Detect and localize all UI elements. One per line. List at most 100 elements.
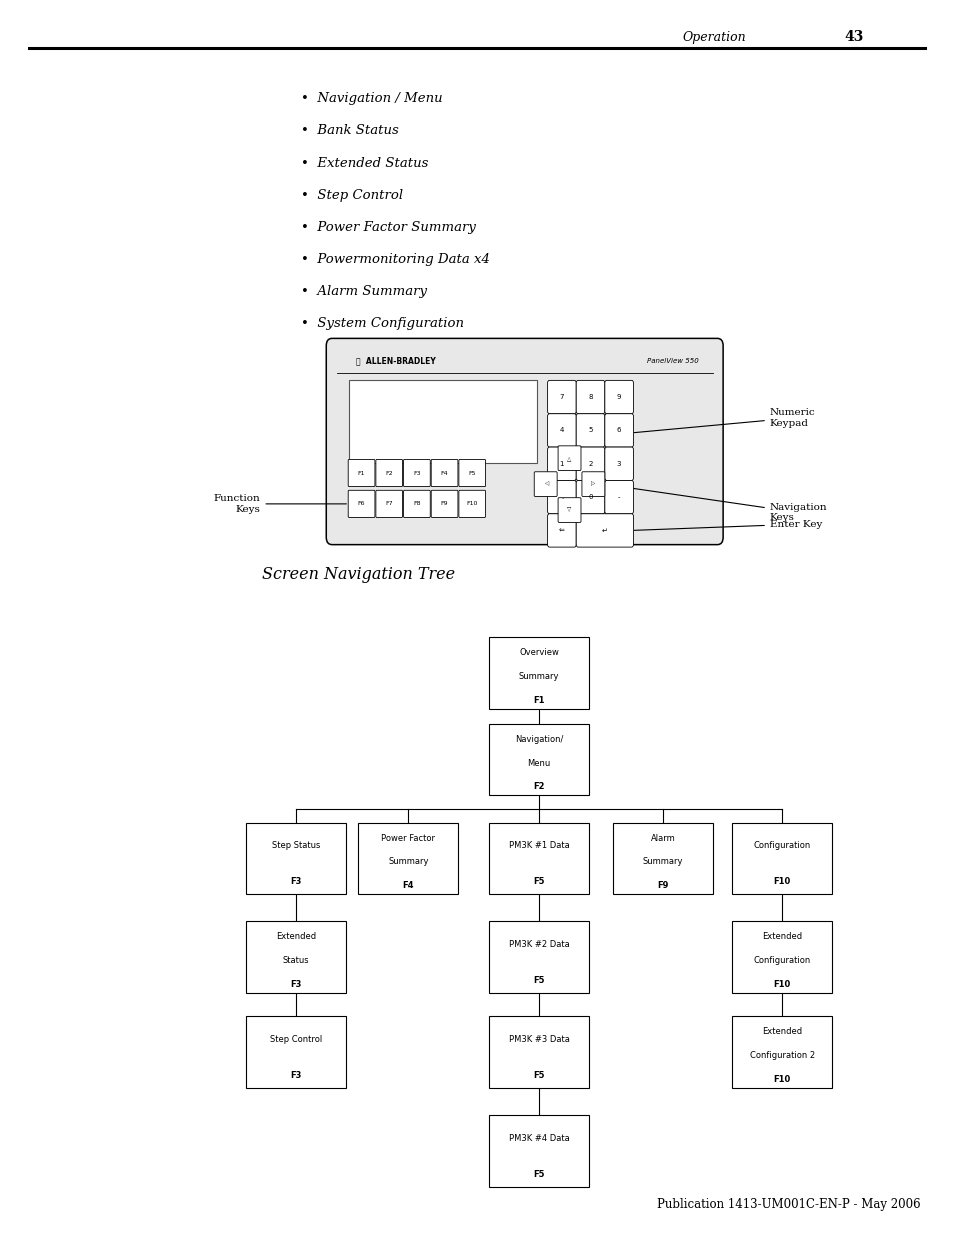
Text: 4: 4: [559, 427, 563, 433]
Text: Summary: Summary: [388, 857, 428, 867]
Bar: [246, 1016, 345, 1088]
Text: •  Extended Status: • Extended Status: [300, 157, 428, 169]
Bar: [246, 921, 345, 993]
Text: ↵: ↵: [601, 527, 607, 534]
Text: •  Bank Status: • Bank Status: [300, 125, 397, 137]
Text: •  Power Factor Summary: • Power Factor Summary: [300, 221, 475, 233]
Text: PanelView 550: PanelView 550: [646, 358, 698, 363]
Text: F9: F9: [440, 501, 448, 506]
FancyBboxPatch shape: [348, 459, 375, 487]
FancyBboxPatch shape: [375, 459, 402, 487]
Text: Function
Keys: Function Keys: [213, 494, 346, 514]
Text: F10: F10: [466, 501, 477, 506]
Text: F10: F10: [773, 981, 790, 989]
Text: Extended: Extended: [761, 932, 801, 941]
Text: 7: 7: [559, 394, 563, 400]
Text: ◁: ◁: [543, 482, 547, 487]
Text: -: -: [618, 494, 619, 500]
Bar: [488, 823, 588, 894]
Text: Summary: Summary: [518, 672, 558, 682]
FancyBboxPatch shape: [576, 480, 604, 514]
FancyBboxPatch shape: [547, 447, 576, 480]
FancyBboxPatch shape: [604, 480, 633, 514]
Text: F1: F1: [533, 697, 544, 705]
Text: 6: 6: [617, 427, 620, 433]
Text: Overview: Overview: [518, 648, 558, 657]
Text: ▷: ▷: [591, 482, 595, 487]
Text: F3: F3: [290, 1071, 301, 1079]
FancyBboxPatch shape: [604, 447, 633, 480]
Text: Navigation/: Navigation/: [515, 735, 562, 743]
Text: PM3K #3 Data: PM3K #3 Data: [508, 1035, 569, 1044]
FancyBboxPatch shape: [547, 380, 576, 414]
Text: F5: F5: [533, 877, 544, 885]
Text: Menu: Menu: [527, 758, 550, 768]
FancyBboxPatch shape: [431, 459, 457, 487]
Text: .: .: [560, 494, 562, 500]
Bar: [731, 823, 831, 894]
FancyBboxPatch shape: [581, 472, 604, 496]
Text: Screen Navigation Tree: Screen Navigation Tree: [262, 566, 455, 583]
Text: △: △: [567, 456, 571, 461]
Text: Publication 1413-UM001C-EN-P - May 2006: Publication 1413-UM001C-EN-P - May 2006: [657, 1198, 920, 1210]
Text: •  Step Control: • Step Control: [300, 189, 402, 201]
FancyBboxPatch shape: [558, 498, 580, 522]
Text: 0: 0: [588, 494, 592, 500]
FancyBboxPatch shape: [348, 490, 375, 517]
Text: Configuration 2: Configuration 2: [749, 1051, 814, 1061]
Bar: [488, 724, 588, 795]
Bar: [246, 823, 345, 894]
Bar: [612, 823, 712, 894]
FancyBboxPatch shape: [576, 514, 633, 547]
Text: PM3K #1 Data: PM3K #1 Data: [508, 841, 569, 850]
Text: 9: 9: [617, 394, 620, 400]
Text: Configuration: Configuration: [753, 841, 810, 850]
Text: F3: F3: [290, 981, 301, 989]
Text: •  Alarm Summary: • Alarm Summary: [300, 285, 426, 298]
Bar: [358, 823, 457, 894]
FancyBboxPatch shape: [558, 446, 580, 471]
Text: Alarm: Alarm: [650, 834, 675, 842]
Text: F3: F3: [413, 471, 420, 475]
Text: Enter Key: Enter Key: [634, 520, 821, 530]
Text: Step Control: Step Control: [270, 1035, 321, 1044]
Text: F5: F5: [533, 976, 544, 984]
FancyBboxPatch shape: [604, 380, 633, 414]
Bar: [488, 921, 588, 993]
FancyBboxPatch shape: [375, 490, 402, 517]
Text: F2: F2: [533, 783, 544, 792]
FancyBboxPatch shape: [547, 514, 576, 547]
FancyBboxPatch shape: [431, 490, 457, 517]
Text: •  Powermonitoring Data x4: • Powermonitoring Data x4: [300, 253, 489, 266]
Text: ▽: ▽: [567, 508, 571, 513]
Text: F4: F4: [440, 471, 448, 475]
FancyBboxPatch shape: [604, 414, 633, 447]
Text: 8: 8: [588, 394, 592, 400]
Bar: [349, 380, 537, 463]
Text: Step Status: Step Status: [272, 841, 319, 850]
Text: Numeric
Keypad: Numeric Keypad: [634, 409, 815, 432]
Text: •  Navigation / Menu: • Navigation / Menu: [300, 93, 441, 105]
Text: F6: F6: [357, 501, 365, 506]
Bar: [488, 637, 588, 709]
Bar: [488, 1016, 588, 1088]
Text: F3: F3: [290, 877, 301, 885]
Bar: [488, 1115, 588, 1187]
Text: 2: 2: [588, 461, 592, 467]
Text: Extended: Extended: [275, 932, 315, 941]
Text: F4: F4: [402, 882, 414, 890]
FancyBboxPatch shape: [458, 490, 485, 517]
Text: F2: F2: [385, 471, 393, 475]
Text: PM3K #4 Data: PM3K #4 Data: [508, 1134, 569, 1142]
FancyBboxPatch shape: [576, 414, 604, 447]
Text: Extended: Extended: [761, 1028, 801, 1036]
Text: F10: F10: [773, 1076, 790, 1084]
Text: Power Factor: Power Factor: [381, 834, 435, 842]
Bar: [731, 1016, 831, 1088]
Text: Summary: Summary: [642, 857, 682, 867]
FancyBboxPatch shape: [576, 380, 604, 414]
Text: 1: 1: [559, 461, 563, 467]
Text: F1: F1: [357, 471, 365, 475]
Text: F5: F5: [468, 471, 476, 475]
Text: 43: 43: [843, 30, 862, 44]
